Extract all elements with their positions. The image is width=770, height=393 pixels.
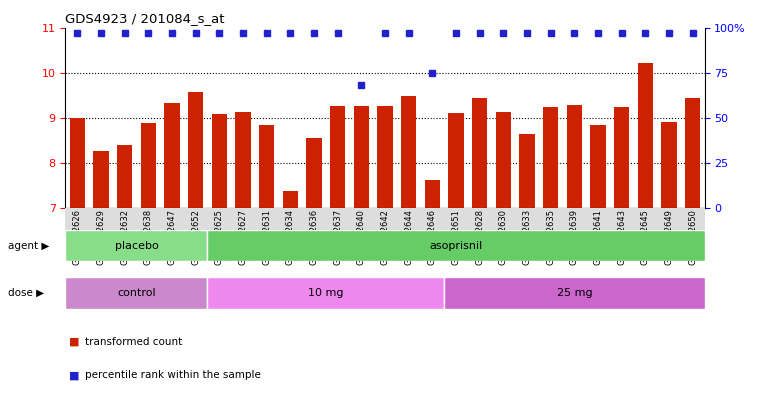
- Bar: [141, 123, 156, 208]
- Text: GSM1152641: GSM1152641: [594, 209, 603, 265]
- Bar: [283, 191, 298, 208]
- Bar: [661, 121, 677, 208]
- Bar: [188, 92, 203, 208]
- Bar: [306, 138, 322, 208]
- Bar: [401, 96, 417, 208]
- Text: GSM1152625: GSM1152625: [215, 209, 224, 265]
- Text: GDS4923 / 201084_s_at: GDS4923 / 201084_s_at: [65, 12, 225, 25]
- Text: GSM1152632: GSM1152632: [120, 209, 129, 265]
- Text: placebo: placebo: [115, 241, 159, 251]
- Text: percentile rank within the sample: percentile rank within the sample: [85, 370, 260, 380]
- Bar: [591, 125, 606, 208]
- Text: GSM1152652: GSM1152652: [191, 209, 200, 265]
- Text: GSM1152651: GSM1152651: [451, 209, 460, 265]
- Text: GSM1152644: GSM1152644: [404, 209, 413, 265]
- Text: transformed count: transformed count: [85, 337, 182, 347]
- Text: GSM1152643: GSM1152643: [618, 209, 626, 265]
- Text: GSM1152642: GSM1152642: [380, 209, 390, 265]
- Text: GSM1152636: GSM1152636: [310, 209, 319, 266]
- Bar: [69, 118, 85, 208]
- Text: agent ▶: agent ▶: [8, 241, 49, 251]
- Bar: [164, 103, 179, 208]
- Text: GSM1152635: GSM1152635: [546, 209, 555, 265]
- Bar: [259, 125, 274, 208]
- Bar: [448, 113, 464, 208]
- Text: GSM1152629: GSM1152629: [96, 209, 105, 265]
- Bar: [567, 105, 582, 208]
- Bar: [93, 151, 109, 208]
- Bar: [117, 145, 132, 208]
- Text: GSM1152637: GSM1152637: [333, 209, 342, 266]
- Text: GSM1152639: GSM1152639: [570, 209, 579, 265]
- Text: GSM1152631: GSM1152631: [262, 209, 271, 265]
- Text: GSM1152628: GSM1152628: [475, 209, 484, 265]
- Text: dose ▶: dose ▶: [8, 288, 44, 298]
- Text: GSM1152627: GSM1152627: [239, 209, 247, 265]
- Text: ■: ■: [69, 370, 80, 380]
- Bar: [236, 112, 251, 208]
- Bar: [207, 277, 444, 309]
- Text: GSM1152650: GSM1152650: [688, 209, 697, 265]
- Bar: [65, 230, 207, 261]
- Bar: [496, 112, 511, 208]
- Text: GSM1152633: GSM1152633: [523, 209, 531, 266]
- Bar: [472, 99, 487, 208]
- Text: GSM1152630: GSM1152630: [499, 209, 508, 265]
- Bar: [377, 106, 393, 208]
- Text: GSM1152638: GSM1152638: [144, 209, 152, 266]
- Bar: [444, 277, 705, 309]
- Text: GSM1152647: GSM1152647: [167, 209, 176, 265]
- Bar: [638, 63, 653, 208]
- Text: 10 mg: 10 mg: [308, 288, 343, 298]
- Text: GSM1152634: GSM1152634: [286, 209, 295, 265]
- Text: GSM1152646: GSM1152646: [428, 209, 437, 265]
- Bar: [65, 277, 207, 309]
- Bar: [685, 99, 701, 208]
- Bar: [424, 180, 440, 208]
- Bar: [353, 106, 369, 208]
- Bar: [330, 106, 346, 208]
- Bar: [543, 107, 558, 208]
- Text: asoprisnil: asoprisnil: [430, 241, 483, 251]
- Bar: [614, 107, 629, 208]
- Text: GSM1152649: GSM1152649: [665, 209, 674, 265]
- Bar: [212, 114, 227, 208]
- Text: GSM1152640: GSM1152640: [357, 209, 366, 265]
- Text: GSM1152645: GSM1152645: [641, 209, 650, 265]
- Bar: [207, 230, 705, 261]
- Text: 25 mg: 25 mg: [557, 288, 592, 298]
- Bar: [519, 134, 534, 208]
- Text: GSM1152626: GSM1152626: [73, 209, 82, 265]
- Text: ■: ■: [69, 337, 80, 347]
- Text: control: control: [117, 288, 156, 298]
